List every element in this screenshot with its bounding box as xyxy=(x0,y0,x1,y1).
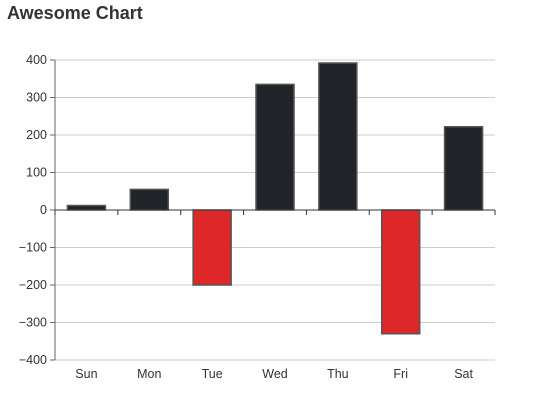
chart-title: Awesome Chart xyxy=(7,3,143,23)
y-tick-label: 300 xyxy=(26,91,47,105)
y-tick-label: 100 xyxy=(26,166,47,180)
bar-sun xyxy=(66,204,107,211)
y-tick-label: −100 xyxy=(19,241,47,255)
bar-sat xyxy=(443,126,484,211)
x-tick-label: Tue xyxy=(202,367,223,381)
bar-thu xyxy=(318,62,358,211)
y-tick-label: −400 xyxy=(19,353,47,367)
x-tick-label: Fri xyxy=(393,367,408,381)
x-tick-label: Wed xyxy=(262,367,288,381)
bar-tue xyxy=(192,209,232,286)
y-tick-label: −300 xyxy=(19,316,47,330)
y-tick-label: 400 xyxy=(26,53,47,67)
y-tick-label: 200 xyxy=(26,128,47,142)
x-tick-label: Sat xyxy=(454,367,473,381)
x-tick-label: Thu xyxy=(327,367,349,381)
y-tick-label: −200 xyxy=(19,278,47,292)
bar-fri xyxy=(380,209,421,335)
x-tick-label: Mon xyxy=(137,367,161,381)
x-tick-label: Sun xyxy=(75,367,97,381)
bar-wed xyxy=(255,83,295,211)
y-tick-label: 0 xyxy=(40,203,47,217)
bar-mon xyxy=(129,188,170,211)
